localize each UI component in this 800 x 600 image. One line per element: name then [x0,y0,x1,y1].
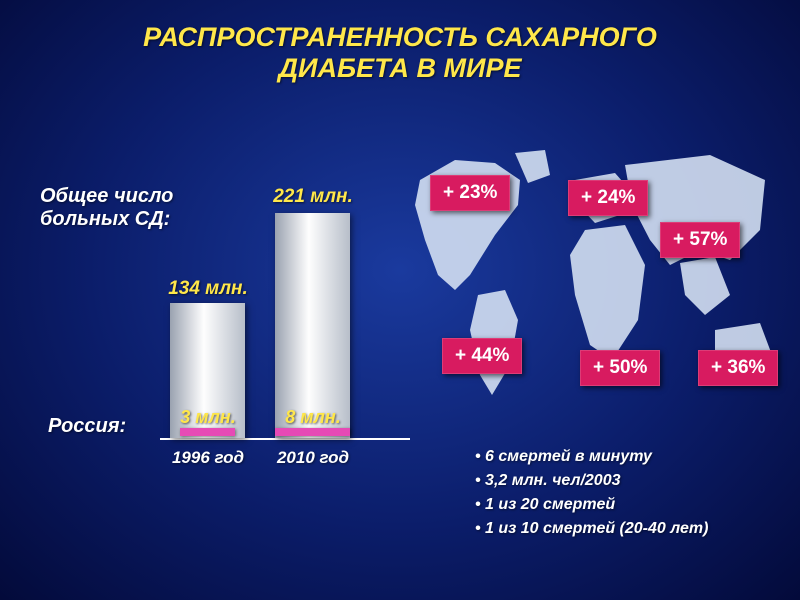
region-badge: + 44% [442,338,522,374]
region-badge: + 50% [580,350,660,386]
year-label: 2010 год [253,448,373,468]
russia-value-label: 3 млн. [148,407,268,428]
chart-baseline [160,438,410,440]
russia-bar [180,428,235,436]
region-badge: + 24% [568,180,648,216]
year-label: 1996 год [148,448,268,468]
russia-value-label: 8 млн. [253,407,373,428]
bar-chart: 134 млн. 3 млн. 1996 год 221 млн. 8 млн.… [170,100,400,480]
chart-subtitle: Общее число больных СД: [40,185,173,231]
slide-title: РАСПРОСТРАНЕННОСТЬ САХАРНОГО ДИАБЕТА В М… [0,22,800,84]
bullet-item: 3,2 млн. чел/2003 [475,469,708,493]
bullet-item: 6 смертей в минуту [475,445,708,469]
bar-value-label: 134 млн. [148,278,268,300]
bullet-item: 1 из 20 смертей [475,493,708,517]
bullet-item: 1 из 10 смертей (20-40 лет) [475,517,708,541]
world-bar [275,213,350,438]
region-badge: + 36% [698,350,778,386]
bar-value-label: 221 млн. [253,186,373,208]
region-badge: + 57% [660,222,740,258]
footnote-bullets: 6 смертей в минуту 3,2 млн. чел/2003 1 и… [475,445,708,541]
region-badge: + 23% [430,175,510,211]
russia-label: Россия: [48,415,126,438]
russia-bar [275,428,350,436]
